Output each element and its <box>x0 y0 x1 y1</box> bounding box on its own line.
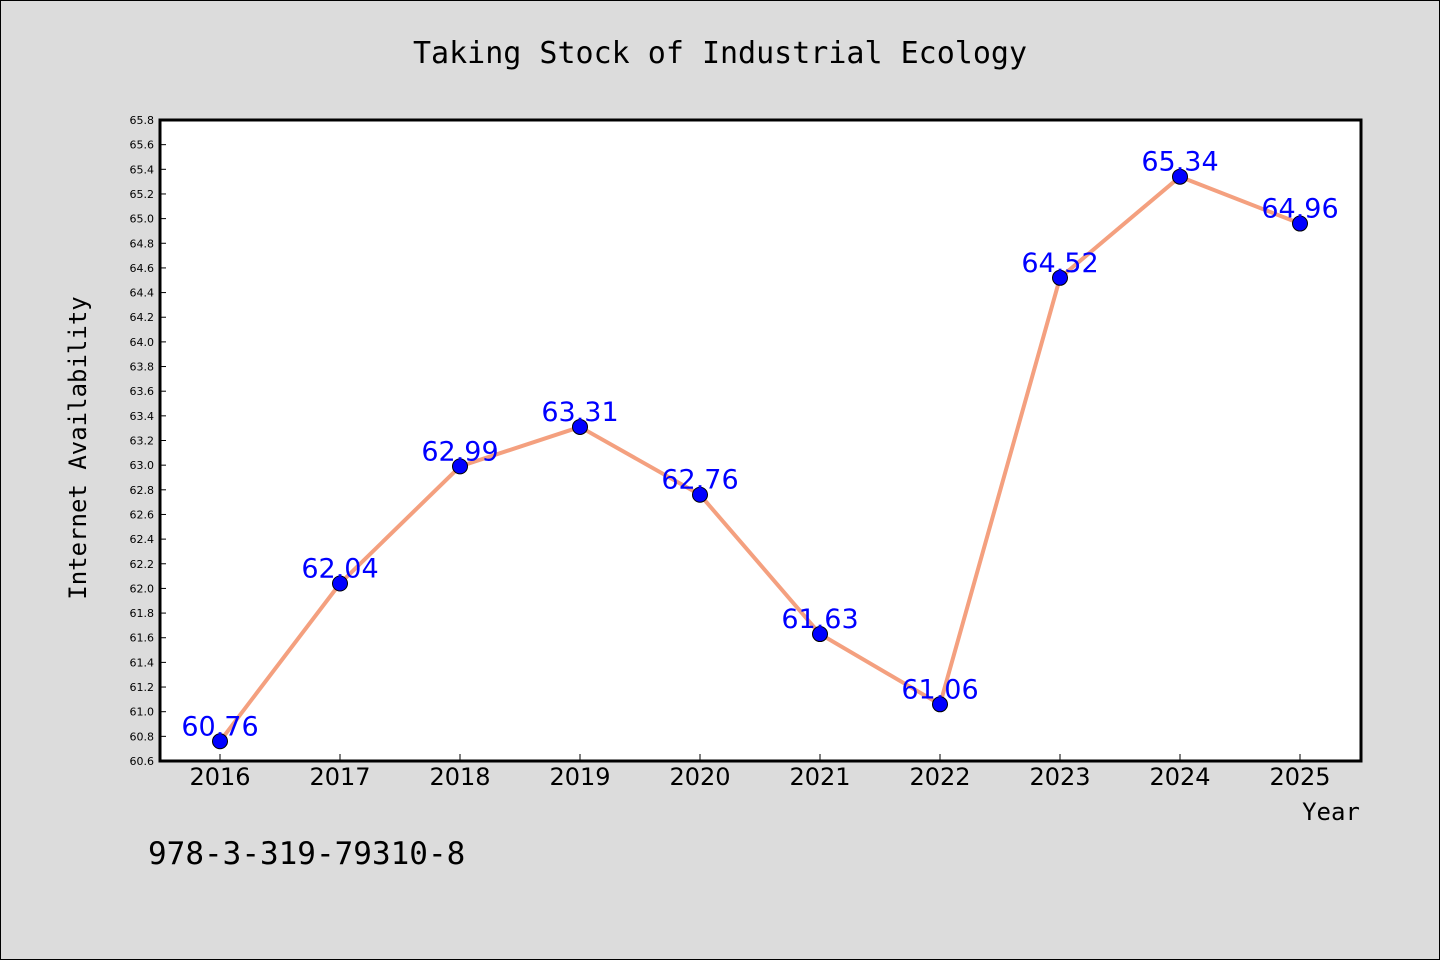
data-point <box>1052 269 1068 286</box>
data-label: 63.31 <box>541 397 618 428</box>
y-tick-label: 61.2 <box>130 681 155 694</box>
y-tick-label: 63.6 <box>130 385 155 398</box>
y-tick-label: 65.2 <box>130 188 155 201</box>
data-label: 64.52 <box>1021 248 1098 279</box>
x-tick-label: 2016 <box>189 763 250 791</box>
y-tick-label: 61.6 <box>130 632 155 645</box>
data-point <box>812 626 828 643</box>
data-label: 61.06 <box>901 674 978 705</box>
plot-area <box>160 120 1361 761</box>
y-tick-label: 62.2 <box>130 558 155 571</box>
data-label: 65.34 <box>1141 147 1218 178</box>
y-tick-label: 62.8 <box>130 484 155 497</box>
y-tick-label: 64.6 <box>130 262 155 275</box>
data-point <box>1292 215 1308 232</box>
y-tick-label: 63.8 <box>130 361 155 374</box>
y-axis-label: Internet Availability <box>64 296 92 599</box>
data-point <box>332 575 348 592</box>
x-tick-label: 2024 <box>1149 763 1210 791</box>
y-axis: 60.6 60.8 61.0 61.2 61.4 61.6 61.8 62.0 62.2 62.4… <box>130 114 166 768</box>
data-label: 64.96 <box>1261 194 1338 225</box>
data-label: 62.99 <box>421 436 498 467</box>
data-point <box>452 458 468 475</box>
data-point <box>1172 168 1188 185</box>
y-tick-label: 64.4 <box>130 287 155 300</box>
y-tick-label: 62.6 <box>130 508 155 521</box>
series-line <box>218 174 1301 743</box>
y-tick-label: 63.4 <box>130 410 155 423</box>
x-tick-label: 2021 <box>789 763 850 791</box>
data-label: 62.04 <box>301 553 378 584</box>
data-point <box>692 486 708 503</box>
data-point <box>572 418 588 435</box>
y-tick-label: 62.0 <box>130 582 155 595</box>
y-tick-label: 65.6 <box>130 139 155 152</box>
plot-border <box>158 118 1363 763</box>
data-point <box>212 733 228 750</box>
y-tick-label: 65.8 <box>130 114 155 127</box>
y-tick-label: 60.8 <box>130 730 155 743</box>
data-point <box>932 696 948 713</box>
y-tick-label: 64.8 <box>130 237 155 250</box>
x-tick-label: 2025 <box>1269 763 1330 791</box>
y-tick-label: 65.0 <box>130 213 155 226</box>
y-tick-label: 65.4 <box>130 163 155 176</box>
footer-isbn: 978-3-319-79310-8 <box>148 836 465 872</box>
y-tick-label: 61.8 <box>130 607 155 620</box>
x-tick-label: 2018 <box>429 763 490 791</box>
y-tick-label: 61.4 <box>130 656 155 669</box>
x-axis-label: Year <box>1302 798 1360 826</box>
data-label: 61.63 <box>781 604 858 635</box>
x-tick-label: 2019 <box>549 763 610 791</box>
y-tick-label: 61.0 <box>130 706 155 719</box>
y-tick-label: 64.2 <box>130 311 155 324</box>
series-layer: 60.76 62.04 62.99 63.31 62.76 61.63 61.06 64.52… <box>181 147 1339 750</box>
chart-title: Taking Stock of Industrial Ecology <box>413 36 1027 71</box>
y-tick-label: 63.0 <box>130 459 155 472</box>
x-tick-label: 2022 <box>909 763 970 791</box>
data-label: 60.76 <box>181 711 258 742</box>
y-tick-label: 64.0 <box>130 336 155 349</box>
data-label: 62.76 <box>661 465 738 496</box>
x-axis: 2016 2017 2018 2019 2020 2021 2022 2023 2024 2025 <box>189 754 1331 791</box>
x-tick-label: 2017 <box>309 763 370 791</box>
y-tick-label: 60.6 <box>130 755 155 768</box>
x-tick-label: 2023 <box>1029 763 1090 791</box>
y-tick-label: 63.2 <box>130 435 155 448</box>
y-tick-label: 62.4 <box>130 533 155 546</box>
x-tick-label: 2020 <box>669 763 730 791</box>
